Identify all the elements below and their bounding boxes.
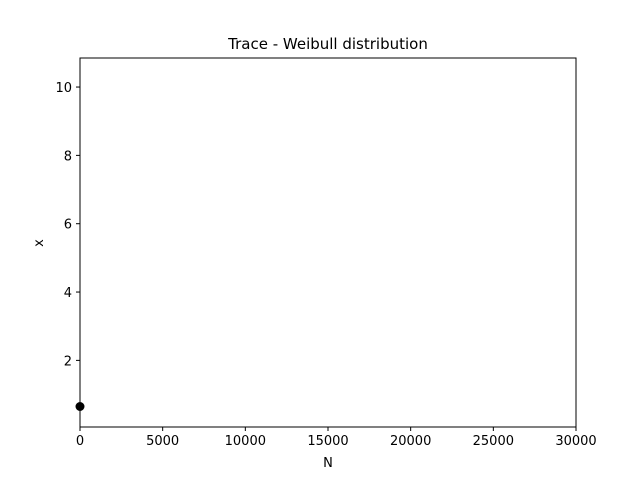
y-tick-label: 6 xyxy=(64,218,72,233)
x-tick-label: 5000 xyxy=(146,434,179,449)
x-tick-label: 30000 xyxy=(555,434,596,449)
x-tick-label: 0 xyxy=(76,434,84,449)
y-tick-label: 10 xyxy=(55,81,72,96)
chart-title: Trace - Weibull distribution xyxy=(227,35,428,53)
y-axis-ticks: 2 4 6 8 10 xyxy=(55,81,80,369)
x-tick-label: 15000 xyxy=(307,434,348,449)
y-tick-label: 2 xyxy=(64,354,72,369)
y-tick-label: 8 xyxy=(64,149,72,164)
plot-frame xyxy=(79,57,577,428)
x-tick-label: 20000 xyxy=(390,434,431,449)
y-tick-label: 4 xyxy=(64,286,72,301)
x-tick-label: 25000 xyxy=(473,434,514,449)
x-axis-label: N xyxy=(323,456,333,471)
plot-area xyxy=(80,58,576,427)
x-axis-ticks: 0 5000 10000 15000 20000 25000 30000 xyxy=(76,427,597,449)
x-tick-label: 10000 xyxy=(225,434,266,449)
y-axis-label: x xyxy=(32,239,47,247)
